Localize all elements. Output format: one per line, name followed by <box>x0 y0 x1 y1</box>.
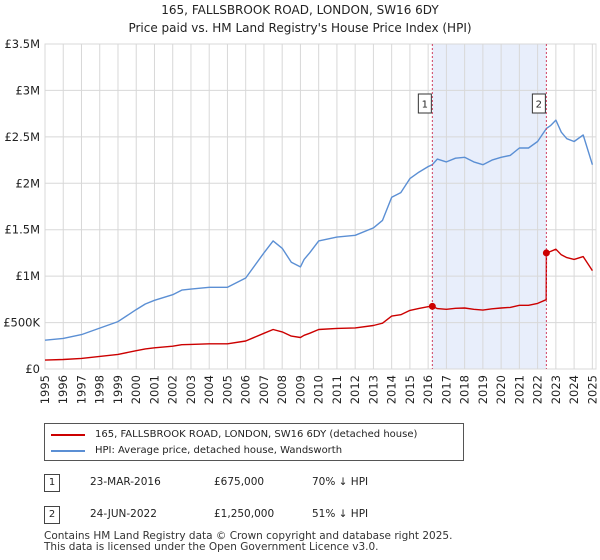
ownership-shaded-region <box>432 44 547 369</box>
grid-lines <box>44 43 596 370</box>
y-tick-label: £500K <box>3 316 40 330</box>
footer-attribution: Contains HM Land Registry data © Crown c… <box>44 531 452 553</box>
x-tick-label: 2022 <box>531 375 545 404</box>
x-tick-label: 2020 <box>494 375 508 404</box>
sale-marker-label: 1 <box>422 100 428 111</box>
plot-background <box>44 43 597 370</box>
legend: 165, FALLSBROOK ROAD, LONDON, SW16 6DY (… <box>44 423 464 461</box>
x-tick-label: 2002 <box>166 375 180 404</box>
x-tick-label: 2001 <box>147 375 161 404</box>
sale-point <box>428 302 436 310</box>
legend-label-hpi: HPI: Average price, detached house, Wand… <box>95 445 343 456</box>
x-tick-label: 2009 <box>293 375 307 404</box>
y-tick-label: £1.5M <box>4 223 40 237</box>
x-tick-label: 1998 <box>93 375 107 404</box>
chart-title-block: 165, FALLSBROOK ROAD, LONDON, SW16 6DY P… <box>0 1 600 37</box>
x-tick-label: 2003 <box>184 375 198 404</box>
sale-price: £1,250,000 <box>214 508 275 520</box>
footer-licence: This data is licensed under the Open Gov… <box>44 541 379 553</box>
x-tick-label: 2013 <box>366 375 380 404</box>
sale-marker-label: 2 <box>536 100 542 111</box>
x-tick-label: 2006 <box>239 375 253 404</box>
x-tick-label: 2025 <box>585 375 599 404</box>
x-tick-label: 2018 <box>458 375 472 404</box>
x-tick-label: 2005 <box>220 375 234 404</box>
x-tick-label: 1995 <box>38 375 52 404</box>
x-tick-label: 2024 <box>567 375 581 404</box>
chart-subtitle: Price paid vs. HM Land Registry's House … <box>128 21 472 35</box>
x-tick-label: 2016 <box>421 375 435 404</box>
x-tick-label: 2010 <box>312 375 326 404</box>
legend-swatch-property <box>51 434 85 436</box>
sale-date: 23-MAR-2016 <box>90 476 161 488</box>
x-tick-label: 2004 <box>202 375 216 404</box>
x-tick-label: 2007 <box>257 375 271 404</box>
series-line-hpi <box>44 119 594 341</box>
sale-date: 24-JUN-2022 <box>90 508 157 520</box>
x-tick-label: 2021 <box>512 375 526 404</box>
x-tick-label: 2014 <box>385 375 399 404</box>
x-tick-label: 1999 <box>111 375 125 404</box>
sale-hpi-diff: 70% ↓ HPI <box>312 476 369 488</box>
legend-label-property: 165, FALLSBROOK ROAD, LONDON, SW16 6DY (… <box>95 429 418 440</box>
x-tick-label: 2000 <box>129 375 143 404</box>
y-tick-label: £3.5M <box>4 37 40 51</box>
x-tick-label: 2019 <box>476 375 490 404</box>
x-tick-label: 1996 <box>56 375 70 404</box>
chart-title: 165, FALLSBROOK ROAD, LONDON, SW16 6DY <box>161 3 439 17</box>
sale-hpi-diff: 51% ↓ HPI <box>312 508 369 520</box>
sale-marker-badge <box>531 93 546 114</box>
legend-swatch-hpi <box>51 450 85 452</box>
sale-marker-badge <box>417 93 432 114</box>
y-tick-label: £3M <box>15 83 40 97</box>
series-lines <box>44 119 594 361</box>
x-tick-label: 2015 <box>403 375 417 404</box>
sale-number-badge: 2 <box>44 506 60 524</box>
x-tick-label: 2011 <box>330 375 344 404</box>
sale-point <box>542 249 550 257</box>
y-tick-label: £1M <box>15 269 40 283</box>
x-tick-label: 2017 <box>439 375 453 404</box>
x-tick-label: 2008 <box>275 375 289 404</box>
sale-number-badge: 1 <box>44 474 60 492</box>
series-line-property <box>44 248 593 361</box>
y-tick-label: £2M <box>15 176 40 190</box>
x-tick-label: 2012 <box>348 375 362 404</box>
sale-price: £675,000 <box>214 476 265 488</box>
x-tick-label: 1997 <box>74 375 88 404</box>
y-tick-label: £2.5M <box>4 130 40 144</box>
x-tick-label: 2023 <box>549 375 563 404</box>
y-tick-label: £0 <box>25 362 40 376</box>
footer-copyright: Contains HM Land Registry data © Crown c… <box>44 530 453 542</box>
